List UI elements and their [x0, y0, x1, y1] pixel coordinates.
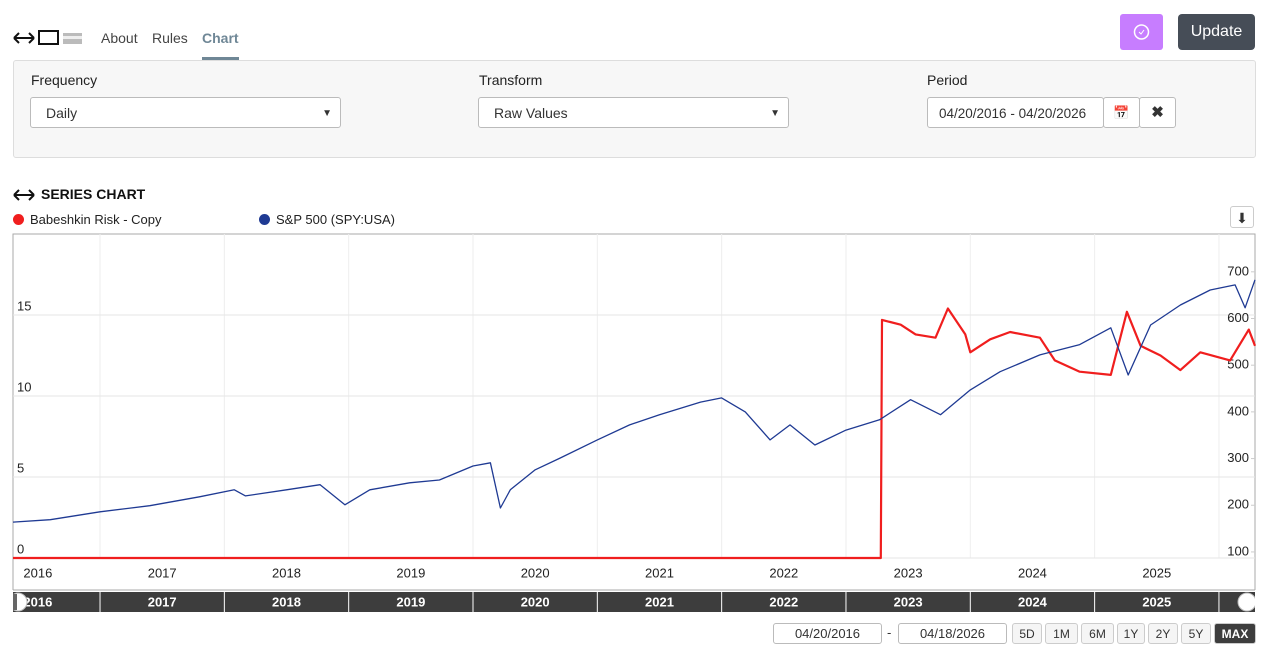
plot-border — [12, 233, 1256, 591]
legend-label: Babeshkin Risk - Copy — [30, 212, 162, 227]
range-from[interactable]: 04/20/2016 — [773, 623, 882, 644]
range-button[interactable]: MAX — [1214, 623, 1256, 644]
x-tick-label: 2025 — [1142, 565, 1171, 580]
tab[interactable]: Rules — [152, 30, 188, 46]
x-tick-label: 2022 — [769, 565, 798, 580]
range-separator: - — [887, 625, 892, 640]
x-tick-label: 2023 — [894, 565, 923, 580]
y-tick-label: 0 — [17, 541, 24, 556]
download-button[interactable]: ⬇ — [1230, 206, 1254, 228]
navigator — [13, 592, 1255, 612]
tab[interactable]: About — [101, 30, 138, 46]
y2-tick-label: 300 — [1227, 450, 1249, 465]
navigator-label: 2017 — [148, 594, 177, 609]
y-tick-label: 5 — [17, 460, 24, 475]
legend-marker — [13, 214, 24, 225]
legend-item[interactable]: Babeshkin Risk - Copy — [13, 212, 162, 227]
y2-tick-label: 700 — [1227, 263, 1249, 278]
chart: 2016 2016 2017 2017 2018 2018 2019 2019 2020 2020… — [0, 233, 1286, 614]
filter-label: Transform — [479, 72, 543, 88]
x-tick-label: 2017 — [148, 565, 177, 580]
layout-icons[interactable] — [12, 28, 84, 48]
navigator-label: 2022 — [769, 594, 798, 609]
navigator-label: 2021 — [645, 594, 674, 609]
y2-tick-label: 600 — [1227, 310, 1249, 325]
update-button[interactable]: Update — [1178, 14, 1255, 50]
frequency-select[interactable]: Daily ▼ — [30, 97, 341, 128]
range-button[interactable]: 2Y — [1148, 623, 1178, 644]
navigator-label: 2020 — [521, 594, 550, 609]
x-tick-label: 2016 — [23, 565, 52, 580]
navigator-label: 2025 — [1142, 594, 1171, 609]
x-tick-label: 2024 — [1018, 565, 1047, 580]
legend-label: S&P 500 (SPY:USA) — [276, 212, 395, 227]
navigator-label: 2018 — [272, 594, 301, 609]
x-tick-label: 2019 — [396, 565, 425, 580]
filter-label: Period — [927, 72, 968, 88]
select-value: Daily — [46, 105, 78, 121]
transform-select[interactable]: Raw Values ▼ — [478, 97, 789, 128]
x-tick-label: 2021 — [645, 565, 674, 580]
legend-item[interactable]: S&P 500 (SPY:USA) — [259, 212, 395, 227]
series-line — [13, 307, 1257, 560]
x-tick-label: 2018 — [272, 565, 301, 580]
period-input[interactable]: 04/20/2016 - 04/20/2026 — [927, 97, 1104, 128]
tab[interactable]: Chart — [202, 30, 239, 60]
icon-button[interactable] — [1120, 14, 1163, 50]
y2-tick-label: 200 — [1227, 497, 1249, 512]
calendar-button[interactable]: 📅 — [1103, 97, 1140, 128]
y2-tick-label: 100 — [1227, 543, 1249, 558]
y-tick-label: 15 — [17, 298, 31, 313]
range-button[interactable]: 1Y — [1117, 623, 1145, 644]
clear-button[interactable]: ✖ — [1139, 97, 1176, 128]
navigator-label: 2023 — [894, 594, 923, 609]
x-tick-label: 2020 — [521, 565, 550, 580]
navigator-label: 2024 — [1018, 594, 1048, 609]
navigator-label: 2019 — [396, 594, 425, 609]
section-title: SERIES CHART — [41, 186, 146, 202]
select-value: Raw Values — [494, 105, 568, 121]
navigator-mask — [1255, 590, 1286, 614]
range-button[interactable]: 5D — [1012, 623, 1042, 644]
legend-marker — [259, 214, 270, 225]
range-to[interactable]: 04/18/2026 — [898, 623, 1007, 644]
series-line — [12, 279, 1256, 523]
navigator-handle — [13, 594, 17, 610]
filter-label: Frequency — [31, 72, 98, 88]
navigator-handle[interactable] — [1237, 592, 1257, 612]
y2-tick-label: 400 — [1227, 403, 1249, 418]
y-tick-label: 10 — [17, 379, 31, 394]
navigator-label: 2016 — [23, 594, 52, 609]
range-button[interactable]: 6M — [1081, 623, 1114, 644]
navigator-mask — [0, 590, 13, 614]
y2-tick-label: 500 — [1227, 357, 1249, 372]
range-button[interactable]: 1M — [1045, 623, 1078, 644]
range-button[interactable]: 5Y — [1181, 623, 1211, 644]
expand-icon[interactable] — [12, 188, 36, 202]
